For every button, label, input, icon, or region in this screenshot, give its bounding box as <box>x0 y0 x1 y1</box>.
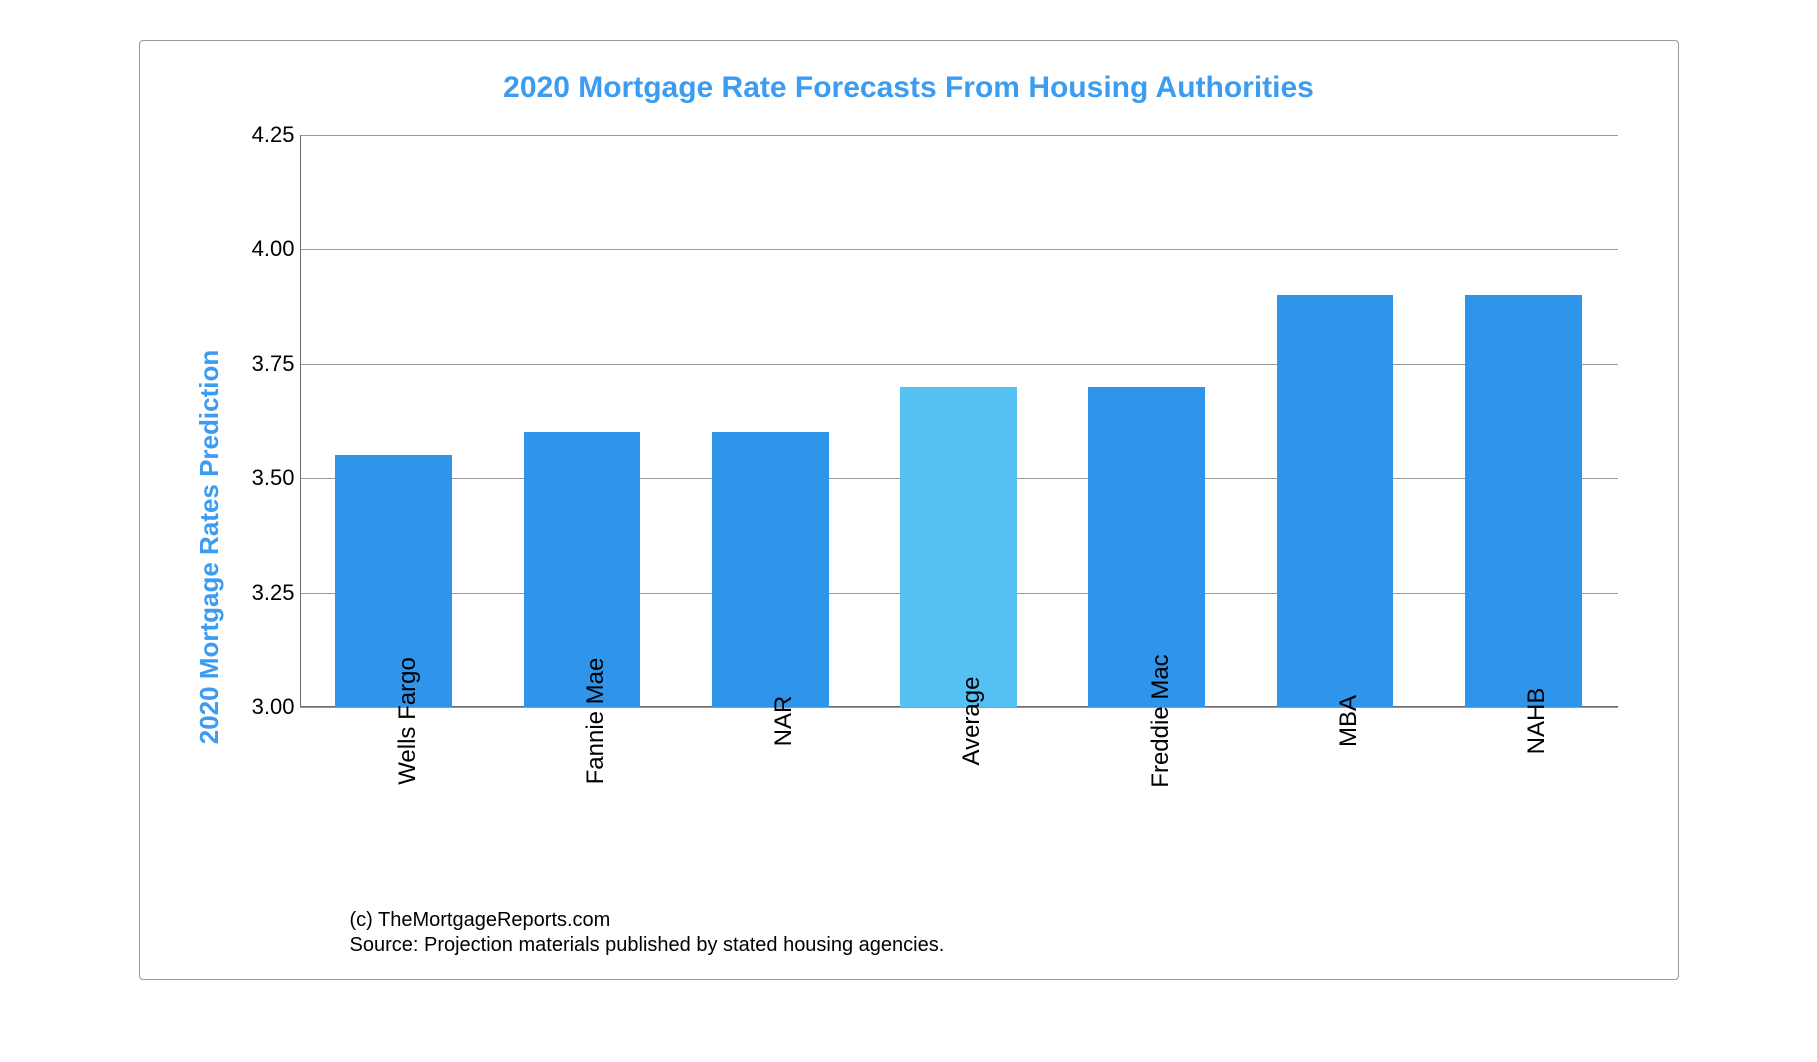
page-root: 2020 Mortgage Rate Forecasts From Housin… <box>0 0 1817 1062</box>
bar-slot <box>1053 135 1241 707</box>
y-tick-label: 4.00 <box>240 236 307 262</box>
y-tick-label: 3.00 <box>240 694 307 720</box>
y-axis-label: 2020 Mortgage Rates Prediction <box>193 350 224 744</box>
chart-frame: 2020 Mortgage Rate Forecasts From Housin… <box>139 40 1679 980</box>
bar-slot <box>488 135 676 707</box>
x-label-slot: Average <box>864 707 1052 907</box>
footer-source: Source: Projection materials published b… <box>350 934 1648 957</box>
x-tick-labels: Wells FargoFannie MaeNARAverageFreddie M… <box>300 707 1618 907</box>
x-tick-label: Average <box>958 677 986 766</box>
x-label-slot: Wells Fargo <box>300 707 488 907</box>
chart-footer: (c) TheMortgageReports.com Source: Proje… <box>350 907 1648 959</box>
y-tick-label: 3.25 <box>240 580 307 606</box>
x-tick-label: MBA <box>1335 695 1363 747</box>
chart-title: 2020 Mortgage Rate Forecasts From Housin… <box>170 71 1648 105</box>
x-label-slot: MBA <box>1241 707 1429 907</box>
x-label-slot: NAR <box>676 707 864 907</box>
bar-slot <box>1429 135 1617 707</box>
bar-slot <box>676 135 864 707</box>
plot-column: 3.003.253.503.754.004.25 Wells FargoFann… <box>220 135 1648 959</box>
x-tick-label: Freddie Mac <box>1147 654 1175 787</box>
y-tick-label: 3.50 <box>240 465 307 491</box>
bar-slot <box>1241 135 1429 707</box>
x-label-slot: NAHB <box>1429 707 1617 907</box>
footer-copyright: (c) TheMortgageReports.com <box>350 909 1648 932</box>
y-tick-label: 4.25 <box>240 122 307 148</box>
x-tick-label: Wells Fargo <box>394 657 422 785</box>
bar <box>900 387 1017 707</box>
bar <box>1465 295 1582 707</box>
ylabel-container: 2020 Mortgage Rates Prediction <box>170 135 220 959</box>
bars-container <box>300 135 1618 707</box>
y-tick-label: 3.75 <box>240 351 307 377</box>
bar-slot <box>864 135 1052 707</box>
x-tick-label: Fannie Mae <box>582 658 610 785</box>
x-label-slot: Freddie Mac <box>1053 707 1241 907</box>
bar <box>1277 295 1394 707</box>
x-label-slot: Fannie Mae <box>488 707 676 907</box>
x-tick-label: NAR <box>770 696 798 747</box>
bar <box>712 432 829 707</box>
chart-body: 2020 Mortgage Rates Prediction 3.00 3.25 3… <box>170 135 1648 959</box>
x-tick-label: NAHB <box>1523 688 1551 755</box>
plot-area: 3.003.253.503.754.004.25 <box>240 135 1628 707</box>
bar-slot <box>300 135 488 707</box>
